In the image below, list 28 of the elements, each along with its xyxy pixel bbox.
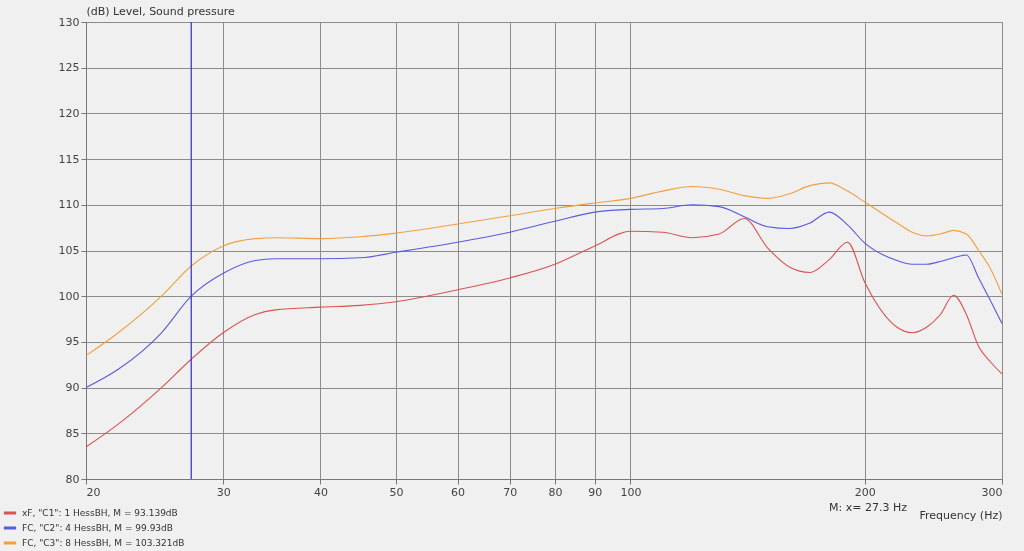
y-tick-label: 90 <box>65 381 80 395</box>
x-tick-label: 80 <box>548 485 563 499</box>
x-tick-label: 100 <box>620 485 642 499</box>
legend-label: FC, "C3": 8 HessBH, M = 103.321dB <box>22 538 185 548</box>
x-tick-label: 40 <box>313 485 328 499</box>
y-tick-label: 85 <box>65 426 80 440</box>
legend-label: xF, "C1": 1 HessBH, M = 93.139dB <box>22 508 178 518</box>
x-axis-title: Frequency (Hz) <box>919 508 1003 522</box>
legend-label: FC, "C2": 4 HessBH, M = 99.93dB <box>22 523 173 533</box>
y-axis-title: (dB) Level, Sound pressure <box>86 4 236 18</box>
y-tick-label: 125 <box>58 61 80 75</box>
y-tick-label: 80 <box>65 472 80 486</box>
y-tick-label: 105 <box>58 244 80 257</box>
y-tick-label: 115 <box>58 152 80 166</box>
y-tick-label: 130 <box>58 15 80 29</box>
x-tick-label: 50 <box>389 485 404 499</box>
y-tick-label: 95 <box>65 335 80 349</box>
y-tick-label: 100 <box>58 289 80 303</box>
x-tick-label: 200 <box>854 485 876 499</box>
x-tick-label: 60 <box>451 485 466 499</box>
x-tick-label: 70 <box>503 485 518 499</box>
y-tick-label: 110 <box>58 198 80 212</box>
x-tick-label: 30 <box>216 485 231 499</box>
x-tick-label: 20 <box>86 485 101 499</box>
y-tick-label: 120 <box>58 106 80 120</box>
text: M: x= 27.3 Hz <box>829 501 908 514</box>
x-tick-label: 300 <box>981 485 1003 499</box>
x-tick-label: 90 <box>588 485 603 499</box>
